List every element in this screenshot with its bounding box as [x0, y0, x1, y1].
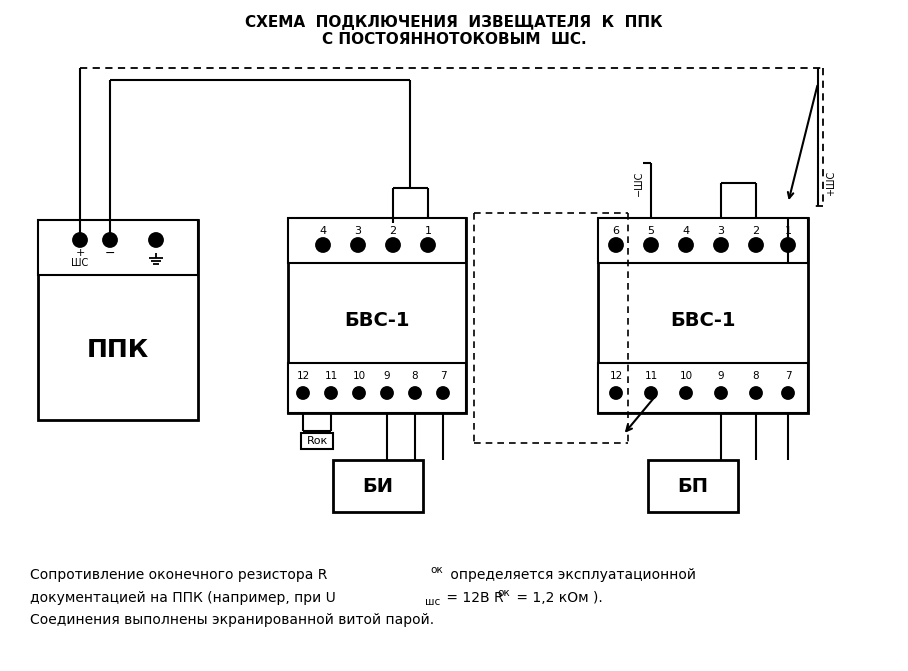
- Circle shape: [316, 238, 330, 252]
- Bar: [288, 363, 466, 413]
- Text: −: −: [104, 246, 115, 260]
- Text: 10: 10: [679, 371, 693, 381]
- Circle shape: [437, 387, 449, 399]
- Circle shape: [353, 387, 365, 399]
- Text: Сопротивление оконечного резистора R: Сопротивление оконечного резистора R: [30, 568, 328, 582]
- Bar: [333, 460, 423, 512]
- Circle shape: [680, 387, 692, 399]
- Text: 6: 6: [613, 226, 619, 236]
- Text: Соединения выполнены экранированной витой парой.: Соединения выполнены экранированной вито…: [30, 613, 434, 627]
- Text: 11: 11: [645, 371, 657, 381]
- Circle shape: [386, 238, 400, 252]
- Text: шс: шс: [425, 597, 440, 607]
- Text: 9: 9: [717, 371, 725, 381]
- Text: БВС-1: БВС-1: [670, 311, 735, 330]
- Circle shape: [351, 238, 365, 252]
- Text: ППК: ППК: [87, 338, 149, 362]
- Text: документацией на ППК (например, при U: документацией на ППК (например, при U: [30, 591, 336, 605]
- Text: 7: 7: [439, 371, 447, 381]
- Text: 8: 8: [753, 371, 759, 381]
- Text: 2: 2: [753, 226, 760, 236]
- Text: 3: 3: [717, 226, 725, 236]
- Text: БИ: БИ: [362, 476, 393, 495]
- Bar: [38, 220, 198, 420]
- Circle shape: [644, 238, 658, 252]
- Bar: [598, 218, 808, 263]
- Text: СХЕМА  ПОДКЛЮЧЕНИЯ  ИЗВЕЩАТЕЛЯ  К  ППК: СХЕМА ПОДКЛЮЧЕНИЯ ИЗВЕЩАТЕЛЯ К ППК: [245, 15, 663, 30]
- Text: 12: 12: [296, 371, 310, 381]
- Text: Rок: Rок: [306, 436, 328, 446]
- Text: 10: 10: [352, 371, 366, 381]
- Bar: [598, 363, 808, 413]
- Bar: [38, 220, 198, 275]
- Circle shape: [297, 387, 309, 399]
- Circle shape: [679, 238, 693, 252]
- Circle shape: [645, 387, 657, 399]
- Text: +ШС: +ШС: [826, 170, 836, 196]
- Text: 3: 3: [354, 226, 361, 236]
- Text: 1: 1: [425, 226, 431, 236]
- Text: = 12В R: = 12В R: [442, 591, 504, 605]
- Circle shape: [609, 238, 623, 252]
- Circle shape: [381, 387, 393, 399]
- Circle shape: [103, 233, 117, 247]
- Circle shape: [149, 233, 163, 247]
- Text: С ПОСТОЯННОТОКОВЫМ  ШС.: С ПОСТОЯННОТОКОВЫМ ШС.: [321, 32, 587, 48]
- Text: 11: 11: [324, 371, 338, 381]
- Text: 12: 12: [609, 371, 623, 381]
- Text: ок: ок: [430, 565, 443, 575]
- Text: = 1,2 кОм ).: = 1,2 кОм ).: [512, 591, 603, 605]
- Text: 9: 9: [384, 371, 390, 381]
- Text: 5: 5: [647, 226, 655, 236]
- Circle shape: [715, 387, 727, 399]
- Circle shape: [750, 387, 762, 399]
- Text: +: +: [75, 248, 84, 258]
- Bar: [598, 218, 808, 413]
- Text: БВС-1: БВС-1: [344, 311, 410, 330]
- Circle shape: [73, 233, 87, 247]
- Text: −ШС: −ШС: [634, 170, 644, 196]
- Bar: [288, 218, 466, 413]
- Circle shape: [610, 387, 622, 399]
- Circle shape: [409, 387, 421, 399]
- Circle shape: [749, 238, 763, 252]
- Bar: [648, 460, 738, 512]
- Bar: [301, 433, 333, 449]
- Text: 4: 4: [320, 226, 327, 236]
- Circle shape: [325, 387, 337, 399]
- Bar: [288, 218, 466, 263]
- Text: 2: 2: [390, 226, 397, 236]
- Text: 7: 7: [785, 371, 791, 381]
- Text: 1: 1: [785, 226, 792, 236]
- Circle shape: [421, 238, 435, 252]
- Text: 4: 4: [683, 226, 689, 236]
- Text: ШС: ШС: [72, 258, 89, 268]
- Circle shape: [714, 238, 728, 252]
- Text: ок: ок: [497, 588, 509, 598]
- Text: определяется эксплуатационной: определяется эксплуатационной: [446, 568, 696, 582]
- Text: БП: БП: [677, 476, 708, 495]
- Text: 8: 8: [411, 371, 419, 381]
- Circle shape: [781, 238, 795, 252]
- Circle shape: [782, 387, 794, 399]
